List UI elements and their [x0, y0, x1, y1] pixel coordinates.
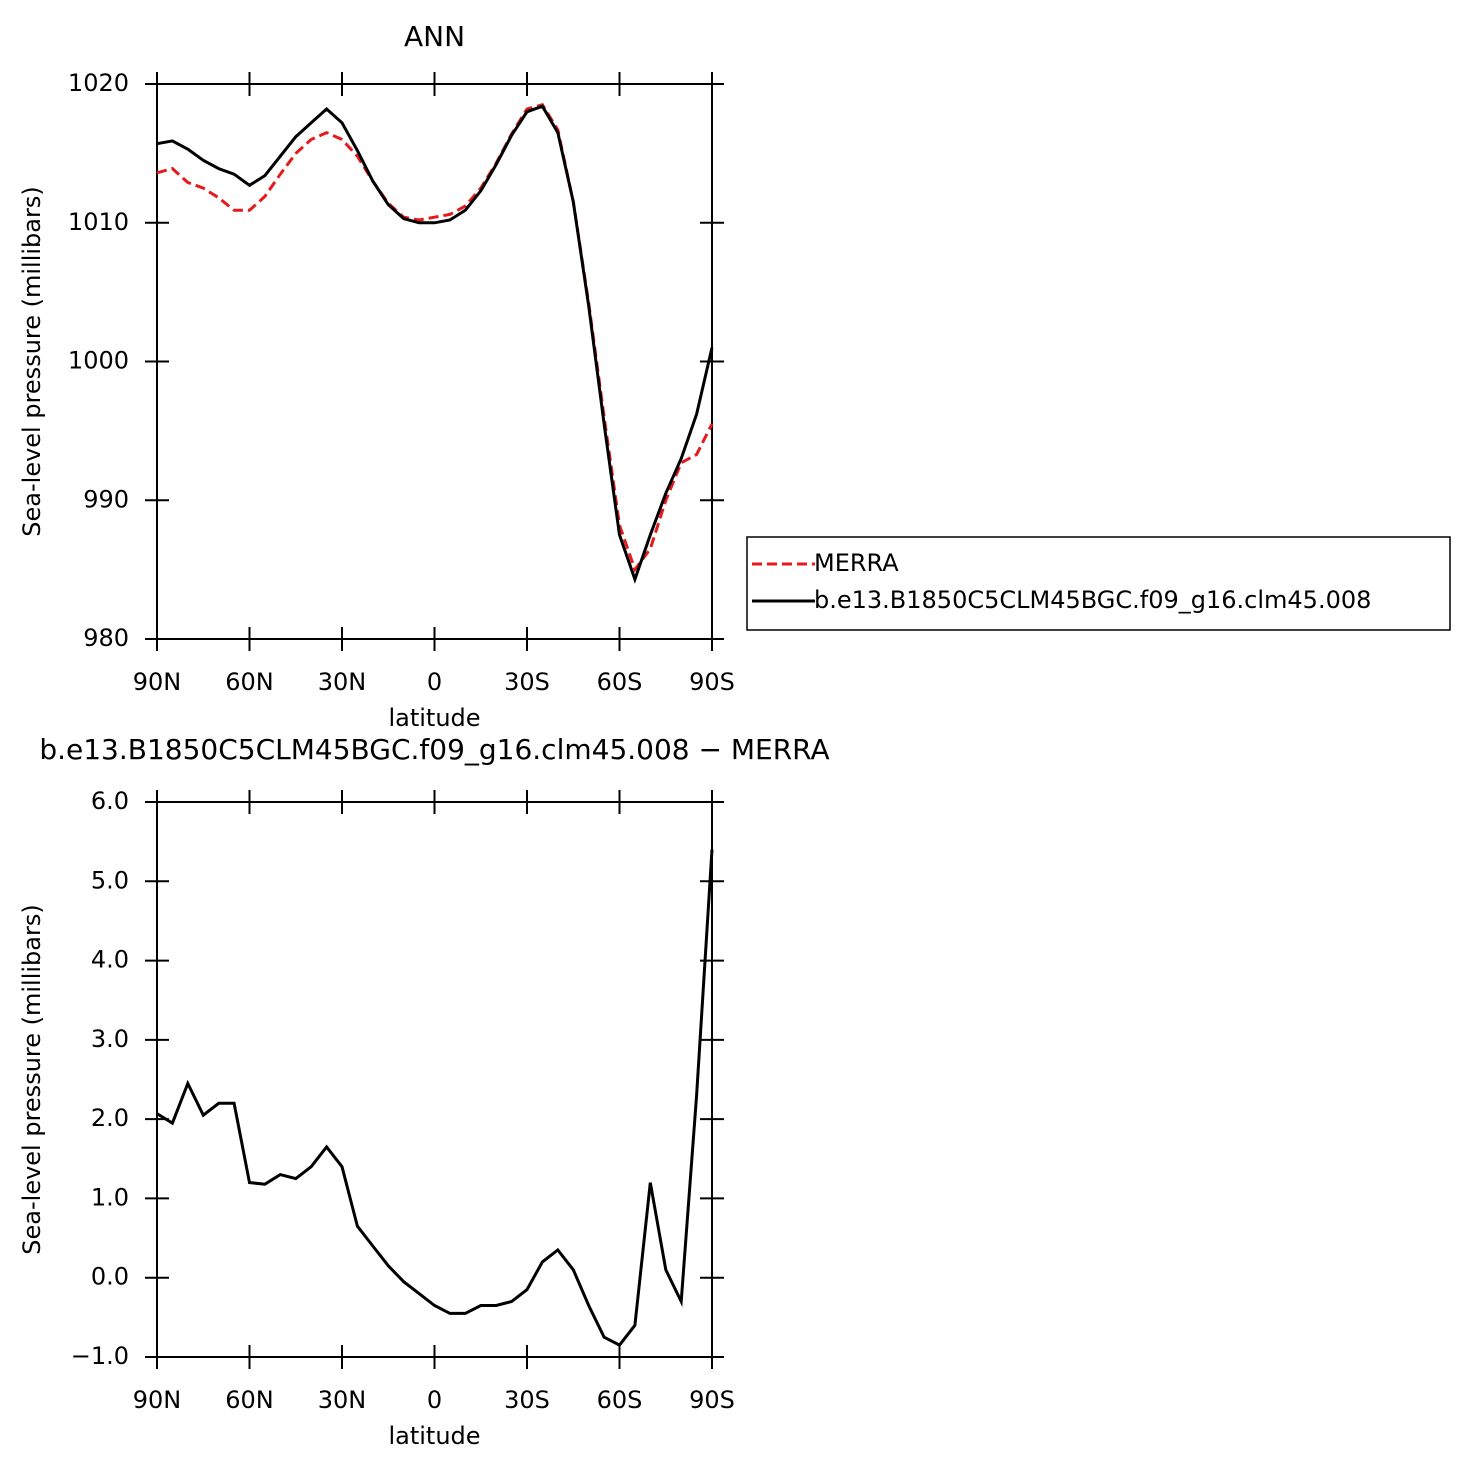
- legend-label: MERRA: [814, 549, 899, 577]
- y-tick-label: 2.0: [91, 1104, 129, 1132]
- x-tick-label: 0: [427, 668, 442, 696]
- panel: b.e13.B1850C5CLM45BGC.f09_g16.clm45.008 …: [18, 733, 830, 1450]
- x-tick-label: 60N: [225, 1386, 274, 1414]
- legend-label: b.e13.B1850C5CLM45BGC.f09_g16.clm45.008: [814, 586, 1371, 614]
- chart-title: b.e13.B1850C5CLM45BGC.f09_g16.clm45.008 …: [39, 733, 829, 766]
- x-axis-label: latitude: [388, 704, 480, 732]
- x-tick-label: 90S: [689, 1386, 735, 1414]
- x-tick-label: 90S: [689, 668, 735, 696]
- y-tick-label: 990: [83, 485, 129, 513]
- y-tick-label: 980: [83, 624, 129, 652]
- x-tick-label: 90N: [133, 668, 182, 696]
- y-tick-label: 1.0: [91, 1183, 129, 1211]
- x-tick-label: 60S: [597, 668, 643, 696]
- y-tick-label: 3.0: [91, 1025, 129, 1053]
- x-tick-label: 60S: [597, 1386, 643, 1414]
- legend: MERRA b.e13.B1850C5CLM45BGC.f09_g16.clm45…: [746, 536, 1451, 631]
- y-tick-label: −1.0: [71, 1342, 129, 1370]
- y-tick-label: 6.0: [91, 787, 129, 815]
- x-tick-label: 60N: [225, 668, 274, 696]
- y-tick-label: 1010: [68, 208, 129, 236]
- y-tick-label: 1020: [68, 69, 129, 97]
- x-tick-label: 30N: [318, 668, 367, 696]
- y-tick-label: 4.0: [91, 946, 129, 974]
- y-axis-label: Sea-level pressure (millibars): [18, 186, 46, 536]
- y-axis-label: Sea-level pressure (millibars): [18, 904, 46, 1254]
- plot-frame: [156, 801, 713, 1358]
- x-tick-label: 30S: [504, 668, 550, 696]
- x-tick-label: 30S: [504, 1386, 550, 1414]
- data-line: [156, 104, 714, 584]
- x-tick-label: 30N: [318, 1386, 367, 1414]
- legend-box: [746, 536, 1451, 631]
- panel: ANN latitude Sea-level pressure (millibars…: [18, 20, 735, 732]
- data-line: [156, 849, 714, 1348]
- x-tick-label: 0: [427, 1386, 442, 1414]
- data-line: [156, 103, 714, 573]
- x-axis-label: latitude: [388, 1422, 480, 1450]
- plot-frame: [156, 83, 713, 640]
- chart-title: ANN: [404, 20, 465, 53]
- y-tick-label: 1000: [68, 347, 129, 375]
- x-tick-label: 90N: [133, 1386, 182, 1414]
- y-tick-label: 0.0: [91, 1263, 129, 1291]
- y-tick-label: 5.0: [91, 866, 129, 894]
